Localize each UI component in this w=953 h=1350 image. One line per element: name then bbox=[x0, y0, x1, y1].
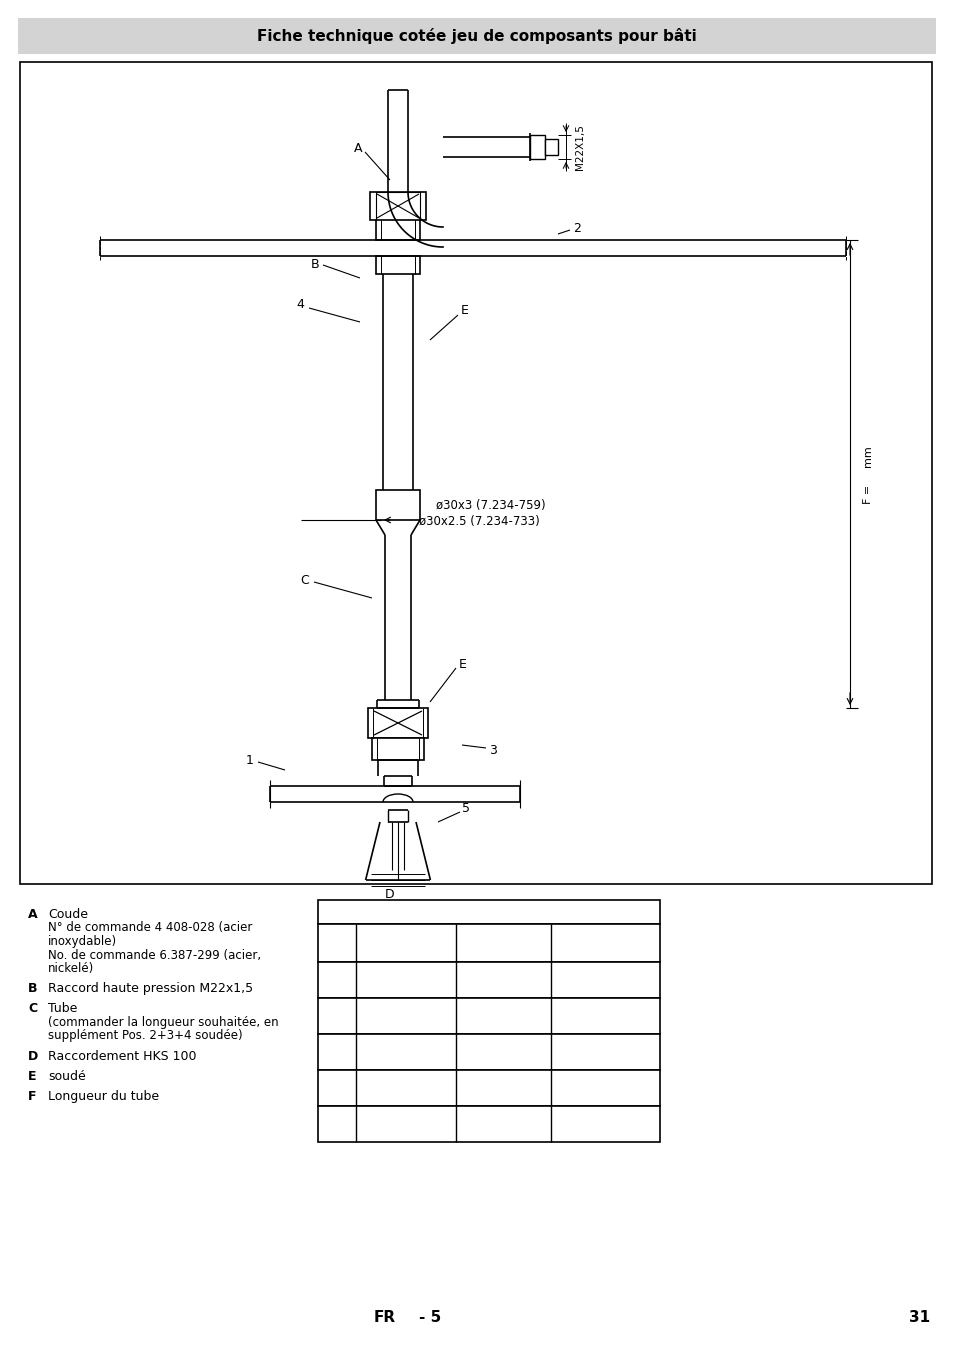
Text: C: C bbox=[28, 1003, 37, 1015]
Text: (commander la longueur souhaitée, en: (commander la longueur souhaitée, en bbox=[48, 1017, 278, 1029]
Text: 5.426-240: 5.426-240 bbox=[461, 1075, 522, 1088]
Text: Coude: Coude bbox=[48, 909, 88, 921]
Text: inoxydable): inoxydable) bbox=[48, 936, 117, 948]
Text: 3: 3 bbox=[489, 744, 497, 756]
Bar bbox=[368, 707, 428, 738]
Text: 2.637-015 (sans tube): 2.637-015 (sans tube) bbox=[326, 906, 481, 918]
Text: 5.122-026: 5.122-026 bbox=[461, 967, 522, 980]
Text: 1: 1 bbox=[557, 1111, 564, 1123]
Bar bbox=[317, 963, 659, 998]
Text: tion: tion bbox=[361, 944, 388, 957]
Bar bbox=[370, 192, 426, 220]
Bar bbox=[372, 738, 423, 760]
Text: 2: 2 bbox=[557, 1003, 564, 1015]
Text: - 5: - 5 bbox=[418, 1311, 440, 1326]
Text: 31: 31 bbox=[908, 1311, 929, 1326]
Text: Qua: Qua bbox=[557, 930, 582, 942]
Text: Tube: Tube bbox=[48, 1003, 77, 1015]
Text: Longueur du tube: Longueur du tube bbox=[48, 1091, 159, 1103]
Bar bbox=[317, 923, 659, 963]
Bar bbox=[317, 1071, 659, 1106]
Text: 5: 5 bbox=[461, 802, 470, 814]
Text: 1: 1 bbox=[246, 753, 253, 767]
Bar bbox=[20, 62, 931, 884]
Text: E: E bbox=[458, 659, 466, 671]
Text: 1: 1 bbox=[557, 1038, 564, 1052]
Text: souder: souder bbox=[361, 1053, 402, 1065]
Text: 5: 5 bbox=[324, 1111, 331, 1123]
Text: N° de réf.: N° de réf. bbox=[461, 930, 525, 942]
Text: 1: 1 bbox=[324, 967, 331, 980]
Bar bbox=[375, 220, 419, 240]
Bar bbox=[317, 1106, 659, 1142]
Bar bbox=[317, 900, 659, 923]
Text: A: A bbox=[354, 142, 362, 154]
Text: F =: F = bbox=[862, 485, 872, 504]
Text: soudé: soudé bbox=[48, 1071, 86, 1083]
Text: N° de commande 4 408-028 (acier: N° de commande 4 408-028 (acier bbox=[48, 922, 253, 934]
Text: B: B bbox=[311, 258, 319, 271]
Text: A: A bbox=[28, 909, 37, 921]
Bar bbox=[18, 18, 935, 54]
Text: 4: 4 bbox=[324, 1075, 331, 1088]
Text: 4: 4 bbox=[295, 298, 304, 312]
Text: Raccordement HKS 100: Raccordement HKS 100 bbox=[48, 1050, 196, 1062]
Text: C: C bbox=[300, 574, 309, 586]
Text: Raccords à: Raccords à bbox=[361, 1038, 426, 1052]
Bar bbox=[544, 139, 558, 155]
Text: ø30x3 (7.234-759): ø30x3 (7.234-759) bbox=[436, 500, 545, 513]
Text: 3: 3 bbox=[324, 1038, 331, 1052]
Text: Fiche technique cotée jeu de composants pour bâti: Fiche technique cotée jeu de composants … bbox=[257, 28, 696, 45]
Text: Axe: Axe bbox=[361, 1003, 383, 1015]
Bar bbox=[375, 256, 419, 274]
Text: 2: 2 bbox=[573, 221, 580, 235]
Text: Bride: Bride bbox=[361, 967, 393, 980]
Bar bbox=[375, 192, 419, 220]
Text: No. de commande 6.387-299 (acier,: No. de commande 6.387-299 (acier, bbox=[48, 949, 261, 961]
Text: ø30x2.5 (7.234-733): ø30x2.5 (7.234-733) bbox=[418, 516, 539, 528]
Text: Pos.: Pos. bbox=[324, 930, 352, 942]
Text: 1: 1 bbox=[557, 1075, 564, 1088]
Text: souder: souder bbox=[361, 1088, 402, 1102]
Text: nickelé): nickelé) bbox=[48, 963, 94, 975]
Text: D: D bbox=[28, 1050, 38, 1062]
Text: B: B bbox=[28, 983, 37, 995]
Bar bbox=[317, 1034, 659, 1071]
Text: 5.362-223: 5.362-223 bbox=[461, 1111, 521, 1123]
Text: 5.316-016: 5.316-016 bbox=[461, 1003, 521, 1015]
Text: Désigna-: Désigna- bbox=[361, 930, 420, 942]
Text: 1: 1 bbox=[557, 967, 564, 980]
Text: D: D bbox=[385, 888, 395, 902]
Text: Joint torique: Joint torique bbox=[361, 1111, 434, 1123]
Text: M22X1,5: M22X1,5 bbox=[575, 124, 584, 170]
Text: 5.425-239: 5.425-239 bbox=[461, 1038, 521, 1052]
Text: FR: FR bbox=[374, 1311, 395, 1326]
Text: E: E bbox=[28, 1071, 36, 1083]
Text: mm: mm bbox=[862, 446, 872, 467]
Bar bbox=[530, 135, 544, 159]
Bar bbox=[317, 998, 659, 1034]
Text: supplément Pos. 2+3+4 soudée): supplément Pos. 2+3+4 soudée) bbox=[48, 1030, 242, 1042]
Bar bbox=[375, 490, 419, 520]
Text: ntité: ntité bbox=[557, 944, 588, 957]
Text: Raccord haute pression M22x1,5: Raccord haute pression M22x1,5 bbox=[48, 983, 253, 995]
Text: F: F bbox=[28, 1091, 36, 1103]
Text: Raccords à: Raccords à bbox=[361, 1075, 426, 1088]
Text: E: E bbox=[460, 304, 469, 316]
Text: 2: 2 bbox=[324, 1003, 331, 1015]
